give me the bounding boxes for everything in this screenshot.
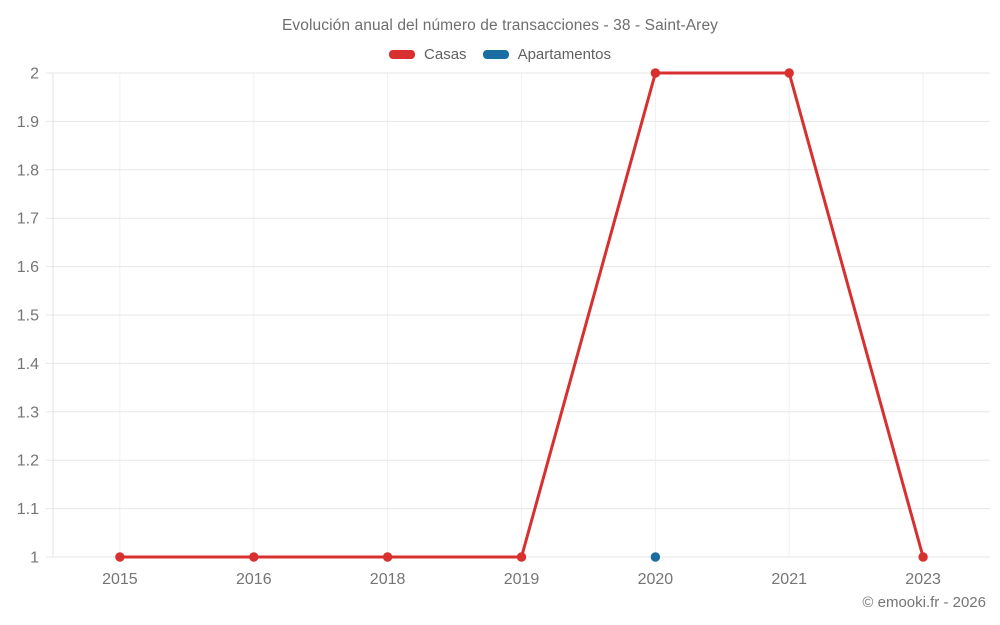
x-axis-tick-label: 2023: [905, 571, 941, 588]
y-axis-tick-label: 1.5: [17, 308, 39, 325]
legend-swatch-casas: [389, 50, 416, 59]
x-axis-tick-label: 2020: [638, 571, 674, 588]
legend: Casas Apartamentos: [0, 46, 1000, 63]
x-axis-tick-label: 2018: [370, 571, 406, 588]
y-axis-tick-label: 1.2: [17, 453, 39, 470]
y-axis-tick-label: 1.7: [17, 211, 39, 228]
data-point-casas[interactable]: [918, 552, 928, 562]
legend-item-casas[interactable]: Casas: [389, 46, 467, 63]
y-axis-tick-label: 1.3: [17, 404, 39, 421]
data-point-casas[interactable]: [382, 552, 393, 562]
legend-label: Casas: [424, 46, 467, 63]
y-axis-tick-label: 1.4: [17, 356, 39, 373]
data-point-apartamentos[interactable]: [650, 552, 661, 562]
x-axis-tick-label: 2015: [102, 571, 138, 588]
y-axis-tick-label: 1.8: [17, 162, 39, 179]
data-point-casas[interactable]: [650, 68, 661, 78]
data-point-casas[interactable]: [784, 68, 794, 78]
x-axis-tick-label: 2021: [771, 571, 807, 588]
data-point-casas[interactable]: [516, 552, 527, 562]
x-axis-tick-label: 2016: [236, 571, 272, 588]
y-axis-tick-label: 1.6: [17, 259, 39, 276]
legend-label: Apartamentos: [517, 46, 611, 63]
y-axis-tick-label: 1: [30, 550, 39, 567]
x-axis-tick-label: 2019: [504, 571, 540, 588]
legend-item-apartamentos[interactable]: Apartamentos: [482, 46, 611, 63]
watermark: © emooki.fr - 2026: [862, 594, 986, 611]
y-axis-tick-label: 1.9: [17, 114, 39, 131]
y-axis-tick-label: 1.1: [17, 501, 39, 518]
data-point-casas[interactable]: [249, 552, 259, 562]
y-axis-tick-label: 2: [30, 66, 39, 83]
data-point-casas[interactable]: [115, 552, 125, 562]
chart-title: Evolución anual del número de transaccio…: [281, 17, 719, 34]
legend-swatch-apartamentos: [482, 50, 509, 59]
